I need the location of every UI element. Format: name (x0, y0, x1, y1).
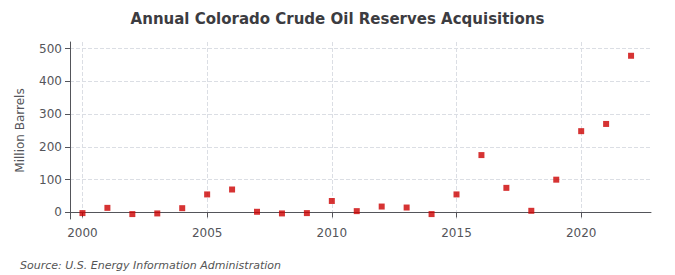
svg-text:2010: 2010 (317, 226, 348, 240)
svg-text:2005: 2005 (192, 226, 223, 240)
svg-text:500: 500 (39, 42, 62, 56)
svg-text:Source: U.S. Energy Informatio: Source: U.S. Energy Information Administ… (20, 259, 281, 272)
svg-text:2000: 2000 (67, 226, 98, 240)
svg-text:Annual Colorado Crude Oil Rese: Annual Colorado Crude Oil Reserves Acqui… (131, 10, 545, 28)
svg-text:200: 200 (39, 140, 62, 154)
svg-text:2015: 2015 (441, 226, 472, 240)
svg-text:Million Barrels: Million Barrels (13, 88, 27, 172)
svg-text:2020: 2020 (566, 226, 597, 240)
svg-text:100: 100 (39, 173, 62, 187)
svg-text:0: 0 (54, 205, 62, 219)
svg-text:400: 400 (39, 74, 62, 88)
svg-text:300: 300 (39, 107, 62, 121)
